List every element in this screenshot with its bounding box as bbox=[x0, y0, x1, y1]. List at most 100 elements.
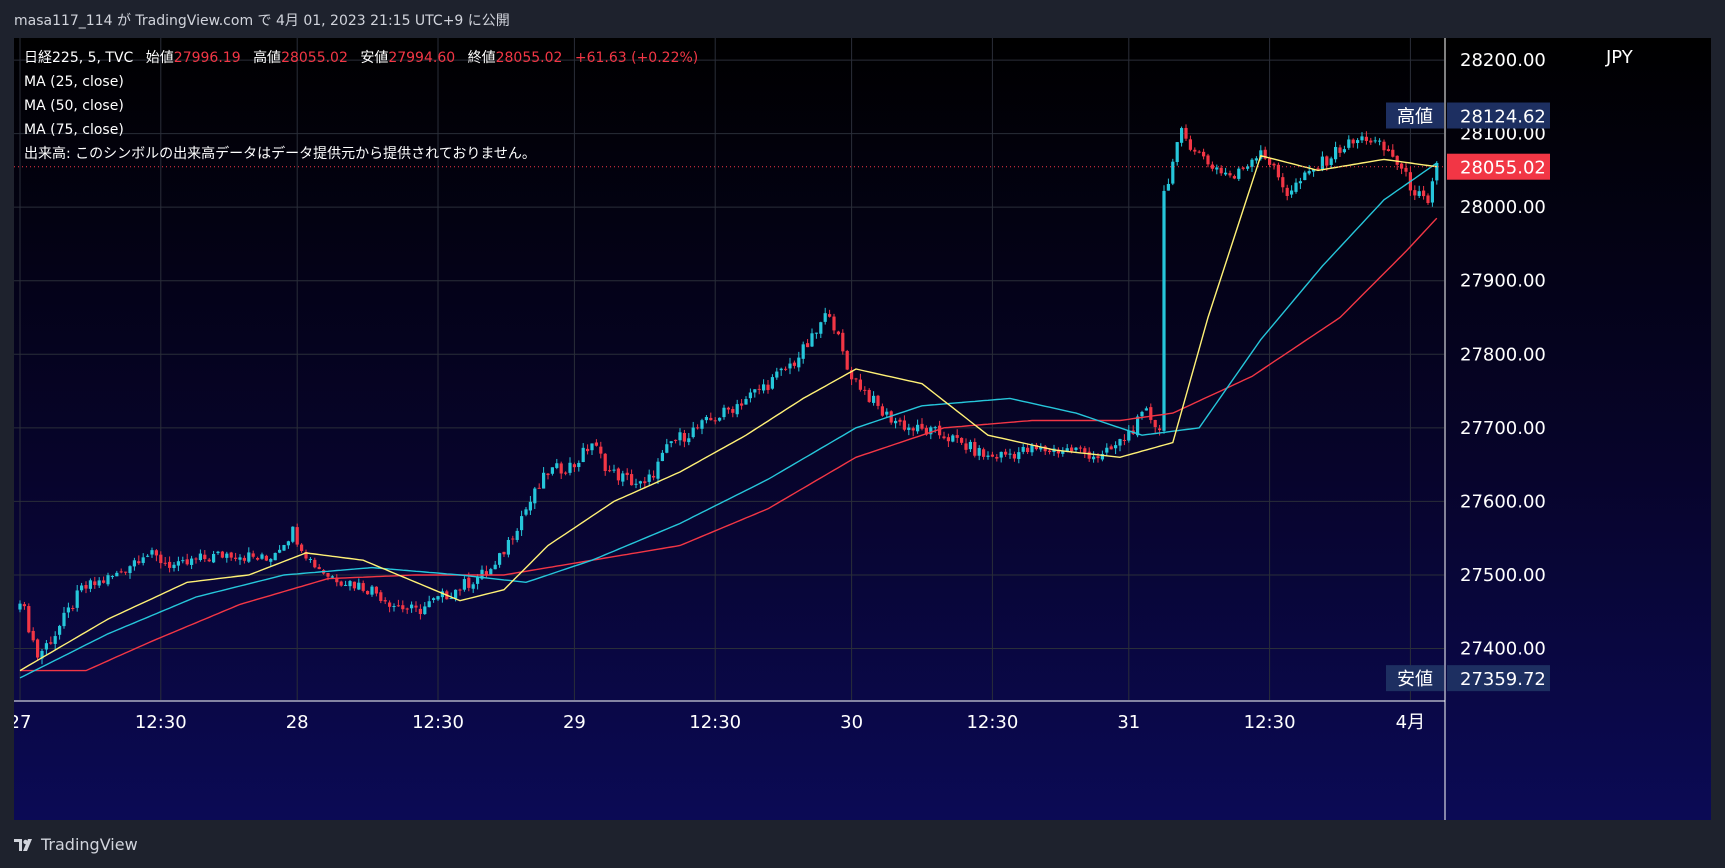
candle-body bbox=[1224, 172, 1228, 175]
candle-body bbox=[735, 404, 739, 415]
candle-body bbox=[515, 530, 519, 540]
candle-body bbox=[238, 557, 242, 560]
candle-body bbox=[731, 409, 735, 413]
candle-body bbox=[810, 333, 814, 347]
tradingview-brand[interactable]: TradingView bbox=[14, 835, 138, 854]
candle-body bbox=[1087, 451, 1091, 459]
candlestick-chart[interactable]: 28200.00 28100.00 28000.00 27900.00 27800.00… bbox=[14, 38, 1711, 820]
candle-body bbox=[132, 560, 136, 567]
candle-body bbox=[924, 427, 928, 435]
candle-body bbox=[229, 552, 233, 558]
chart-legend: 日経225, 5, TVC 始値27996.19 高値28055.02 安値27… bbox=[24, 46, 698, 166]
candle-body bbox=[1136, 416, 1140, 436]
candle-body bbox=[753, 389, 757, 393]
candle-body bbox=[454, 589, 458, 599]
candle-body bbox=[757, 388, 761, 390]
high-badge-label: 高値 bbox=[1397, 107, 1433, 128]
candle-body bbox=[894, 420, 898, 424]
candle-body bbox=[137, 561, 141, 564]
candle-body bbox=[836, 331, 840, 335]
candle-body bbox=[1140, 411, 1144, 417]
candle-body bbox=[427, 601, 431, 608]
candle-body bbox=[115, 572, 119, 577]
price-tick-label: 27500.00 bbox=[1460, 565, 1546, 586]
candle-body bbox=[806, 343, 810, 348]
candle-body bbox=[1351, 139, 1355, 144]
candle-body bbox=[819, 322, 823, 334]
candle-body bbox=[88, 580, 92, 589]
candle-body bbox=[691, 427, 695, 438]
candle-body bbox=[1149, 407, 1153, 420]
candle-body bbox=[388, 602, 392, 607]
candle-body bbox=[291, 526, 295, 542]
time-tick-label: 29 bbox=[563, 712, 586, 733]
candle-body bbox=[656, 461, 660, 479]
candle-body bbox=[687, 438, 691, 443]
candle-body bbox=[506, 539, 510, 555]
currency-label[interactable]: JPY bbox=[1606, 47, 1633, 68]
chart-pane[interactable]: 28200.00 28100.00 28000.00 27900.00 27800.00… bbox=[14, 38, 1711, 820]
time-tick-label: 12:30 bbox=[966, 712, 1018, 733]
candle-body bbox=[1246, 166, 1250, 169]
candle-body bbox=[212, 553, 216, 563]
candle-body bbox=[462, 579, 466, 590]
ma75-legend[interactable]: MA (75, close) bbox=[24, 122, 124, 138]
candle-body bbox=[990, 454, 994, 457]
high-badge-value-bg bbox=[1447, 102, 1550, 129]
candle-body bbox=[176, 561, 180, 566]
candle-body bbox=[163, 562, 167, 564]
price-tick-label: 27600.00 bbox=[1460, 491, 1546, 512]
price-tick-label: 27700.00 bbox=[1460, 418, 1546, 439]
candle-body bbox=[1232, 176, 1236, 179]
candle-body bbox=[1369, 140, 1373, 143]
ma50-legend[interactable]: MA (50, close) bbox=[24, 98, 124, 114]
candle-body bbox=[66, 607, 70, 613]
candle-body bbox=[1290, 190, 1294, 195]
candle-body bbox=[18, 603, 22, 610]
candle-body bbox=[876, 395, 880, 406]
time-tick-label: 30 bbox=[840, 712, 863, 733]
candle-body bbox=[1303, 172, 1307, 181]
candle-body bbox=[885, 411, 889, 415]
candle-body bbox=[542, 472, 546, 489]
candle-body bbox=[80, 585, 84, 591]
candle-body bbox=[159, 554, 163, 564]
candle-body bbox=[520, 516, 524, 531]
candle-body bbox=[278, 549, 282, 553]
candle-body bbox=[1153, 419, 1157, 428]
candle-body bbox=[1118, 439, 1122, 446]
candle-body bbox=[1175, 142, 1179, 162]
candle-body bbox=[1228, 173, 1232, 176]
candle-body bbox=[471, 584, 475, 589]
candle-body bbox=[533, 488, 537, 504]
candle-body bbox=[779, 368, 783, 371]
candle-body bbox=[748, 392, 752, 399]
change-value: +61.63 (+0.22%) bbox=[574, 50, 699, 66]
candle-body bbox=[982, 449, 986, 457]
candle-body bbox=[612, 469, 616, 471]
candle-body bbox=[1294, 182, 1298, 192]
candle-body bbox=[414, 605, 418, 608]
candle-body bbox=[1413, 190, 1417, 196]
candle-body bbox=[674, 439, 678, 441]
candle-body bbox=[858, 379, 862, 390]
candle-body bbox=[269, 558, 273, 562]
candle-body bbox=[300, 544, 304, 551]
candle-body bbox=[700, 420, 704, 429]
candle-body bbox=[814, 332, 818, 334]
time-tick-label: 31 bbox=[1117, 712, 1140, 733]
candle-body bbox=[1237, 168, 1241, 179]
candle-body bbox=[863, 389, 867, 391]
candle-body bbox=[559, 463, 563, 474]
last-price-badge-value-bg bbox=[1447, 153, 1550, 180]
symbol-label[interactable]: 日経225, 5, TVC bbox=[24, 50, 134, 66]
ma25-legend[interactable]: MA (25, close) bbox=[24, 74, 124, 90]
candle-body bbox=[1307, 171, 1311, 174]
candle-body bbox=[1114, 445, 1118, 449]
candle-body bbox=[335, 577, 339, 583]
candle-body bbox=[27, 606, 31, 633]
high-label: 高値 bbox=[253, 50, 282, 66]
candle-body bbox=[828, 314, 832, 317]
candle-body bbox=[977, 448, 981, 456]
candle-body bbox=[1268, 158, 1272, 165]
